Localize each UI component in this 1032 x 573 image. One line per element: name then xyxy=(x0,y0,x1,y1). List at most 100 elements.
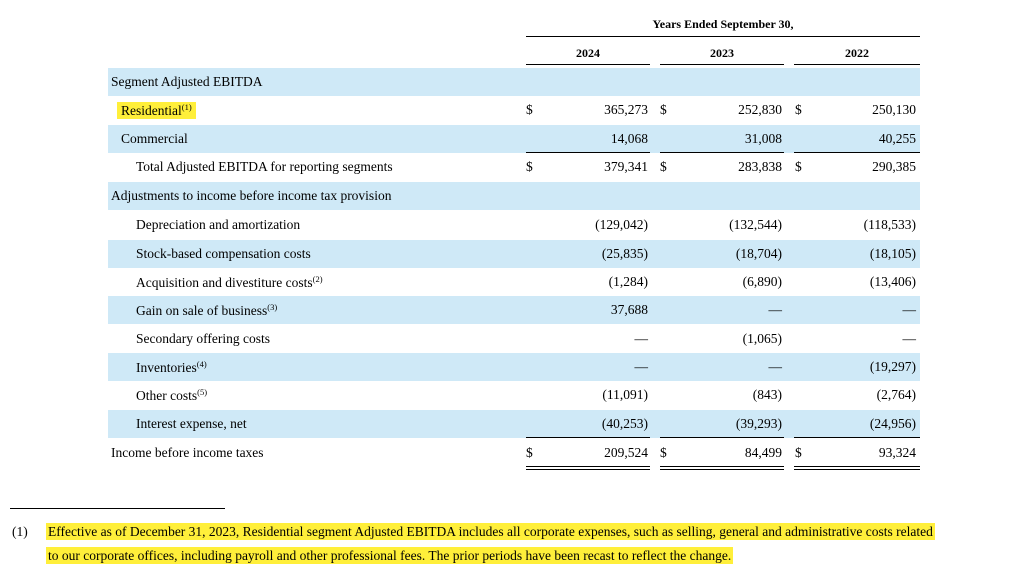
row-label: Total Adjusted EBITDA for reporting segm… xyxy=(136,159,393,175)
subtotal-rule xyxy=(526,437,650,438)
value-cell-2022: — xyxy=(902,331,917,346)
footnote-divider xyxy=(10,508,225,509)
value-cell-2023: 283,838 xyxy=(738,159,782,174)
subtotal-rule xyxy=(794,152,920,153)
footnote-highlight: to our corporate offices, including payr… xyxy=(46,547,734,564)
value-cell-2024: — xyxy=(634,331,649,346)
year-underline xyxy=(794,64,920,65)
row-label: Interest expense, net xyxy=(136,416,247,432)
currency-symbol: $ xyxy=(526,102,533,117)
row-label: Acquisition and divestiture costs(2) xyxy=(136,274,323,291)
value-cell-2023: (18,704) xyxy=(735,246,782,261)
currency-symbol: $ xyxy=(526,445,533,460)
year-2023-header: 2023 xyxy=(710,46,734,60)
currency-symbol: $ xyxy=(660,102,667,117)
value-cell-2023: (843) xyxy=(752,387,782,402)
value-cell-2022: (118,533) xyxy=(863,217,916,232)
row-label: Commercial xyxy=(121,131,188,147)
row-adjustments-header: Adjustments to income before income tax … xyxy=(108,182,920,210)
footnote-number: (1) xyxy=(12,524,28,539)
row-interest-expense: Interest expense, net (40,253) (39,293) (24… xyxy=(108,410,920,438)
value-cell-2022: — xyxy=(902,302,917,317)
row-label: Depreciation and amortization xyxy=(136,217,300,233)
footnote-highlight: Effective as of December 31, 2023, Resid… xyxy=(46,523,935,540)
value-cell-2023: — xyxy=(768,302,783,317)
row-label: Secondary offering costs xyxy=(136,331,270,347)
row-label: Stock-based compensation costs xyxy=(136,246,311,262)
row-label-text: Adjustments to income before income tax … xyxy=(111,188,392,203)
value-cell-2022: (13,406) xyxy=(869,274,916,289)
row-stock-comp: Stock-based compensation costs (25,835) (1… xyxy=(108,240,920,268)
row-secondary-offering: Secondary offering costs — (1,065) — xyxy=(108,325,920,353)
row-label-text: Income before income taxes xyxy=(111,445,264,460)
footnote-ref[interactable]: (4) xyxy=(196,359,207,369)
value-cell-2024: (25,835) xyxy=(601,246,648,261)
row-label: Inventories(4) xyxy=(136,359,207,376)
currency-symbol: $ xyxy=(795,102,802,117)
row-label: Gain on sale of business(3) xyxy=(136,302,277,319)
value-cell-2024: 14,068 xyxy=(610,131,648,146)
row-label-text: Depreciation and amortization xyxy=(136,217,301,232)
footnote-text-line2: to our corporate offices, including payr… xyxy=(46,547,734,564)
row-label-text: Interest expense, net xyxy=(136,416,247,431)
year-underline xyxy=(660,64,784,65)
value-cell-2022: 93,324 xyxy=(878,445,916,460)
currency-symbol: $ xyxy=(526,159,533,174)
value-cell-2024: 37,688 xyxy=(610,302,648,317)
value-cell-2024: (1,284) xyxy=(608,274,648,289)
value-cell-2022: (24,956) xyxy=(869,416,916,431)
value-cell-2023: 252,830 xyxy=(738,102,782,117)
row-label-text: Commercial xyxy=(121,131,188,146)
value-cell-2023: (132,544) xyxy=(729,217,782,232)
row-label-text: Gain on sale of business xyxy=(136,303,268,318)
value-cell-2024: (129,042) xyxy=(595,217,648,232)
row-gain-on-sale: Gain on sale of business(3) 37,688 — — xyxy=(108,296,920,324)
value-cell-2023: 84,499 xyxy=(744,445,782,460)
row-income-before-taxes: Income before income taxes $209,524 $84,49… xyxy=(108,439,920,470)
row-label-text: Residential xyxy=(121,103,182,118)
footnote-text-line1: Effective as of December 31, 2023, Resid… xyxy=(46,523,935,540)
row-acquisition-costs: Acquisition and divestiture costs(2) (1,2… xyxy=(108,268,920,296)
row-label-text: Inventories xyxy=(136,360,197,375)
row-label-text: Total Adjusted EBITDA for reporting segm… xyxy=(136,159,393,174)
footnote-ref[interactable]: (5) xyxy=(197,387,208,397)
subtotal-rule xyxy=(526,152,650,153)
value-cell-2022: 40,255 xyxy=(878,131,916,146)
subtotal-rule xyxy=(660,152,784,153)
row-label: Other costs(5) xyxy=(136,387,207,404)
row-segment-adjusted-ebitda: Segment Adjusted EBITDA xyxy=(108,68,920,96)
value-cell-2024: — xyxy=(634,359,649,374)
years-ended-header: Years Ended September 30, xyxy=(652,17,794,31)
row-label: Residential(1) xyxy=(117,102,196,119)
row-depreciation: Depreciation and amortization (129,042) (1… xyxy=(108,211,920,239)
row-label: Adjustments to income before income tax … xyxy=(111,188,391,204)
row-label: Segment Adjusted EBITDA xyxy=(111,74,263,90)
value-cell-2023: (6,890) xyxy=(742,274,782,289)
value-cell-2022: 250,130 xyxy=(872,102,916,117)
row-label-text: Stock-based compensation costs xyxy=(136,246,311,261)
subtotal-rule xyxy=(794,437,920,438)
total-double-rule xyxy=(660,466,784,470)
currency-symbol: $ xyxy=(660,159,667,174)
footnote-ref[interactable]: (1) xyxy=(181,102,192,112)
value-cell-2022: (2,764) xyxy=(876,387,916,402)
value-cell-2024: 209,524 xyxy=(604,445,648,460)
year-underline xyxy=(526,64,650,65)
value-cell-2023: 31,008 xyxy=(744,131,782,146)
row-inventories: Inventories(4) — — (19,297) xyxy=(108,353,920,381)
value-cell-2022: 290,385 xyxy=(872,159,916,174)
value-cell-2022: (19,297) xyxy=(869,359,916,374)
footnote-ref[interactable]: (2) xyxy=(312,274,323,284)
value-cell-2023: — xyxy=(768,359,783,374)
value-cell-2023: (1,065) xyxy=(742,331,782,346)
row-commercial: Commercial 14,068 31,008 40,255 xyxy=(108,125,920,153)
value-cell-2024: (40,253) xyxy=(601,416,648,431)
row-total-adjusted-ebitda: Total Adjusted EBITDA for reporting segm… xyxy=(108,153,920,181)
footnote-ref[interactable]: (3) xyxy=(267,302,278,312)
row-label: Income before income taxes xyxy=(111,445,264,461)
row-other-costs: Other costs(5) (11,091) (843) (2,764) xyxy=(108,381,920,409)
row-label-text: Acquisition and divestiture costs xyxy=(136,275,313,290)
year-2024-header: 2024 xyxy=(576,46,600,60)
row-label-text: Other costs xyxy=(136,388,198,403)
value-cell-2023: (39,293) xyxy=(735,416,782,431)
